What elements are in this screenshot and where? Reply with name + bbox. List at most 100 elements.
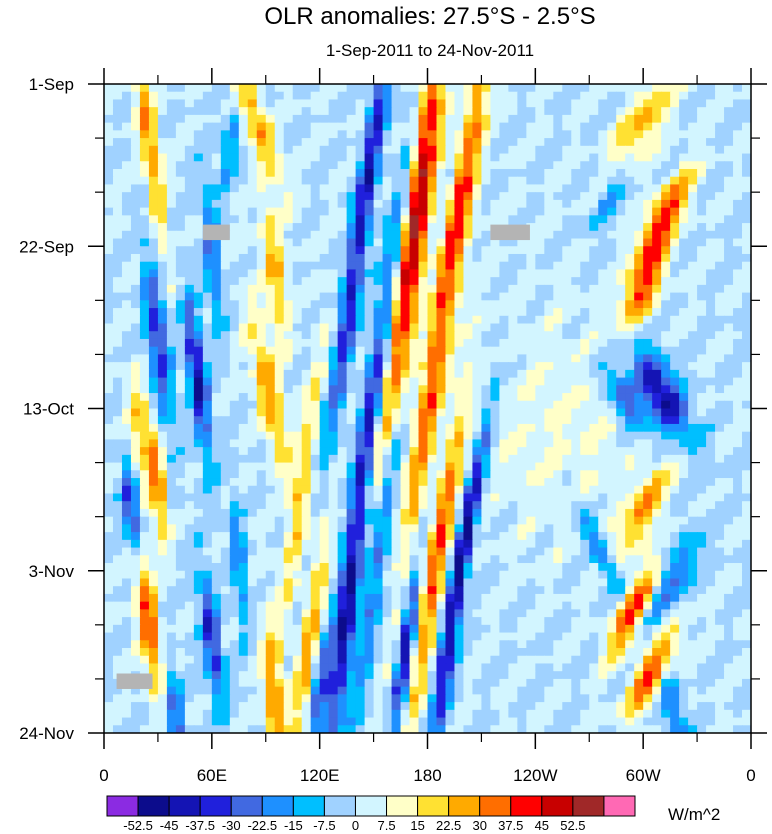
- heatmap-cell: [391, 238, 402, 247]
- heatmap-cell: [373, 199, 384, 209]
- heatmap-cell: [661, 462, 671, 471]
- heatmap-cell: [400, 161, 411, 170]
- heatmap-cell: [436, 223, 447, 232]
- heatmap-cell: [355, 447, 366, 456]
- heatmap-cell: [562, 223, 572, 232]
- heatmap-cell: [382, 138, 393, 147]
- heatmap-cell: [463, 516, 474, 525]
- heatmap-cell: [229, 315, 240, 325]
- heatmap-cell: [157, 555, 168, 564]
- heatmap-cell: [121, 586, 132, 595]
- heatmap-cell: [256, 485, 267, 495]
- heatmap-cell: [517, 130, 527, 139]
- heatmap-cell: [535, 377, 545, 386]
- heatmap-cell: [418, 423, 429, 433]
- heatmap-cell: [724, 215, 734, 224]
- heatmap-cell: [634, 454, 644, 464]
- heatmap-cell: [346, 323, 357, 332]
- heatmap-cell: [256, 184, 267, 193]
- heatmap-cell: [733, 230, 743, 240]
- heatmap-cell: [400, 539, 411, 549]
- heatmap-cell: [139, 308, 150, 317]
- heatmap-cell: [517, 601, 527, 610]
- heatmap-cell: [175, 617, 186, 626]
- heatmap-cell: [670, 277, 680, 286]
- heatmap-cell: [328, 168, 339, 178]
- heatmap-cell: [130, 609, 141, 618]
- heatmap-cell: [724, 207, 734, 216]
- heatmap-cell: [490, 570, 500, 580]
- heatmap-cell: [688, 377, 698, 386]
- heatmap-cell: [148, 593, 159, 603]
- heatmap-cell: [661, 338, 671, 348]
- heatmap-cell: [193, 416, 204, 425]
- heatmap-cell: [211, 447, 222, 456]
- heatmap-cell: [562, 439, 572, 448]
- heatmap-cell: [301, 176, 312, 186]
- heatmap-cell: [373, 99, 384, 108]
- heatmap-cell: [157, 107, 168, 116]
- heatmap-cell: [247, 176, 258, 186]
- heatmap-cell: [445, 99, 456, 108]
- heatmap-cell: [598, 138, 608, 147]
- heatmap-cell: [589, 423, 599, 433]
- heatmap-cell: [409, 246, 420, 255]
- heatmap-cell: [409, 447, 420, 456]
- heatmap-cell: [247, 416, 258, 425]
- heatmap-cell: [571, 485, 581, 495]
- heatmap-cell: [319, 99, 330, 108]
- heatmap-cell: [355, 138, 366, 147]
- heatmap-cell: [418, 524, 429, 533]
- heatmap-cell: [382, 539, 393, 549]
- heatmap-cell: [598, 338, 608, 348]
- heatmap-cell: [247, 269, 258, 278]
- heatmap-cell: [427, 277, 438, 286]
- heatmap-cell: [616, 168, 626, 178]
- heatmap-cell: [283, 168, 294, 178]
- heatmap-cell: [571, 215, 581, 224]
- heatmap-cell: [526, 238, 536, 247]
- heatmap-cell: [148, 478, 159, 487]
- heatmap-cell: [166, 323, 177, 332]
- heatmap-cell: [418, 586, 429, 595]
- heatmap-cell: [112, 323, 123, 332]
- heatmap-cell: [319, 493, 330, 502]
- heatmap-cell: [346, 478, 357, 487]
- heatmap-cell: [310, 99, 321, 108]
- heatmap-cell: [310, 454, 321, 464]
- heatmap-cell: [292, 485, 303, 495]
- heatmap-cell: [166, 261, 177, 271]
- heatmap-cell: [724, 192, 734, 201]
- heatmap-cell: [679, 153, 689, 162]
- heatmap-cell: [634, 369, 644, 379]
- heatmap-cell: [292, 215, 303, 224]
- heatmap-cell: [229, 408, 240, 417]
- heatmap-cell: [220, 617, 231, 626]
- heatmap-cell: [544, 145, 554, 155]
- heatmap-cell: [472, 609, 483, 618]
- heatmap-cell: [454, 331, 465, 340]
- heatmap-cell: [112, 246, 123, 255]
- heatmap-cell: [589, 354, 599, 363]
- heatmap-cell: [220, 138, 231, 147]
- heatmap-cell: [535, 416, 545, 425]
- heatmap-cell: [292, 393, 303, 402]
- heatmap-cell: [634, 107, 644, 116]
- heatmap-cell: [229, 354, 240, 363]
- heatmap-cell: [598, 277, 608, 286]
- heatmap-cell: [166, 130, 177, 139]
- heatmap-cell: [436, 454, 447, 464]
- heatmap-cell: [346, 269, 357, 278]
- heatmap-cell: [607, 563, 617, 572]
- heatmap-cell: [112, 601, 123, 610]
- heatmap-cell: [256, 161, 267, 170]
- heatmap-cell: [715, 230, 725, 240]
- heatmap-cell: [562, 300, 572, 309]
- heatmap-cell: [643, 416, 653, 425]
- heatmap-cell: [400, 439, 411, 448]
- heatmap-cell: [310, 207, 321, 216]
- heatmap-cell: [382, 362, 393, 371]
- heatmap-cell: [526, 470, 536, 479]
- heatmap-cell: [184, 91, 195, 101]
- heatmap-cell: [472, 362, 483, 371]
